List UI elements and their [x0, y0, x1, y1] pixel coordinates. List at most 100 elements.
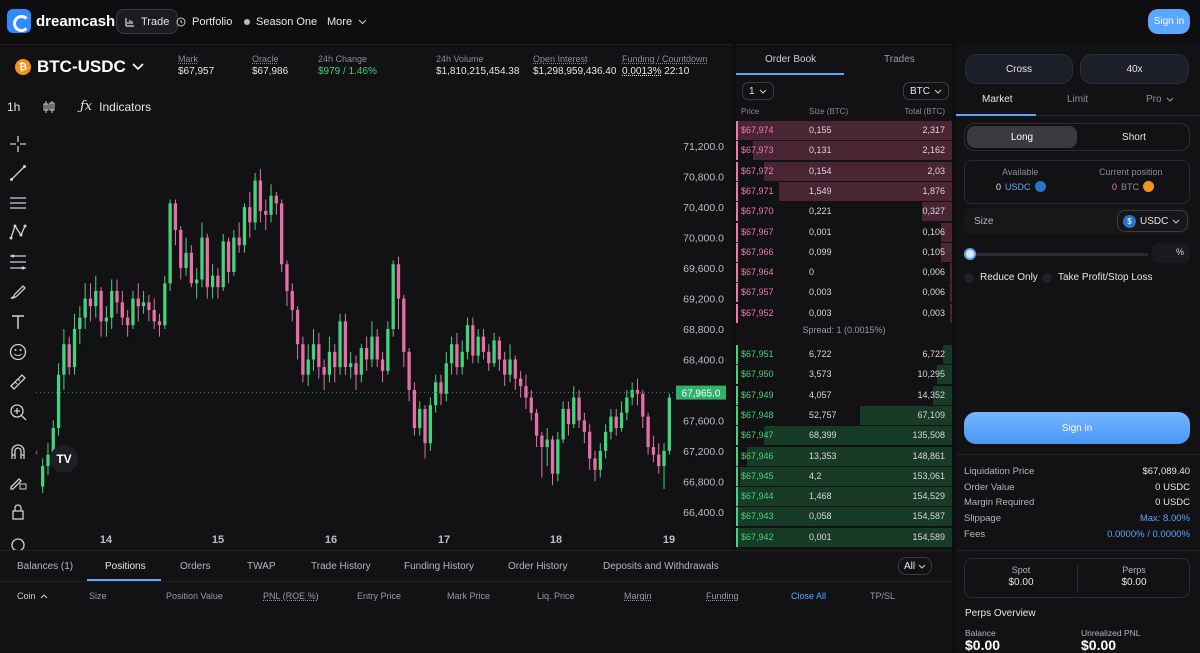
size-input[interactable]: Size $ USDC — [964, 208, 1190, 234]
tab-twap[interactable]: TWAP — [247, 561, 276, 572]
tab-deposits-withdrawals[interactable]: Deposits and Withdrawals — [603, 561, 719, 572]
candle-body — [471, 325, 475, 356]
stat-value: $1,810,215,454.38 — [436, 66, 520, 77]
tab-trade-history[interactable]: Trade History — [311, 561, 371, 572]
sign-in-order-button[interactable]: Sign in — [964, 412, 1190, 444]
ruler-icon[interactable] — [9, 373, 27, 391]
depth-bar — [752, 141, 952, 161]
tab-order-book[interactable]: Order Book — [765, 54, 817, 65]
candle-body — [524, 386, 528, 398]
candle-body — [88, 298, 93, 307]
candle-body — [598, 450, 602, 470]
pencil-lock-icon[interactable] — [9, 473, 27, 491]
slider-track — [964, 253, 1148, 256]
stat-label: Mark — [178, 54, 198, 64]
candle-body — [147, 302, 151, 310]
bid-row[interactable]: $67,945 4,2 153,061 — [736, 466, 952, 486]
nav-season-one[interactable]: Season One — [236, 9, 325, 34]
tab-funding-history[interactable]: Funding History — [404, 561, 475, 572]
order-info-value[interactable]: Max: 8.00% — [1139, 513, 1190, 525]
horizontal-lines-icon[interactable] — [9, 194, 27, 212]
ask-row[interactable]: $67,967 0,001 0,106 — [736, 222, 952, 242]
ask-row[interactable]: $67,971 1,549 1,876 — [736, 181, 952, 201]
bid-row[interactable]: $67,947 68,399 135,508 — [736, 426, 952, 446]
col-mark-price: Mark Price — [447, 591, 491, 601]
magnet-icon[interactable] — [9, 443, 27, 461]
sign-in-button[interactable]: Sign in — [1148, 9, 1190, 34]
indicators-button[interactable]: ƒx Indicators — [80, 99, 151, 114]
candlestick-chart[interactable]: 71,200.0 70,800.0 70,400.0 70,000.0 69,600.0… — [36, 131, 732, 551]
unit-select[interactable]: BTC — [903, 82, 949, 100]
ask-row[interactable]: $67,974 0,155 2,317 — [736, 121, 952, 140]
bid-row[interactable]: $67,946 13,353 148,861 — [736, 446, 952, 466]
bid-row[interactable]: $67,951 6,722 6,722 — [736, 345, 952, 364]
col-pnl: PNL (ROE %) — [263, 591, 319, 601]
price-chart[interactable]: 71,200.0 70,800.0 70,400.0 70,000.0 69,600.0… — [35, 131, 732, 551]
collapse-toolbar-icon[interactable]: ‹ — [35, 447, 39, 458]
text-icon[interactable] — [9, 313, 27, 331]
long-button[interactable]: Long — [967, 126, 1077, 148]
ask-row[interactable]: $67,957 0,003 0,006 — [736, 283, 952, 303]
emoji-icon[interactable] — [9, 343, 27, 361]
slider-thumb[interactable] — [964, 248, 976, 260]
close-all-button[interactable]: Close All — [791, 591, 827, 601]
ask-row[interactable]: $67,972 0,154 2,03 — [736, 161, 952, 181]
tab-positions[interactable]: Positions — [105, 561, 146, 572]
size-slider[interactable] — [964, 248, 1148, 260]
tab-pro[interactable]: Pro — [1146, 94, 1174, 105]
bid-row[interactable]: $67,949 4,057 14,352 — [736, 385, 952, 405]
ask-price: $67,974 — [741, 125, 774, 135]
candle-body — [641, 393, 645, 417]
leverage-button[interactable]: 40x — [1080, 54, 1189, 84]
bid-row[interactable]: $67,950 3,573 10,295 — [736, 365, 952, 385]
tpsl-label: Take Profit/Stop Loss — [1058, 272, 1153, 283]
fib-icon[interactable] — [9, 253, 27, 271]
bid-row[interactable]: $67,943 0,058 154,587 — [736, 507, 952, 527]
margin-mode-button[interactable]: Cross — [965, 54, 1073, 84]
tab-balances[interactable]: Balances (1) — [17, 561, 74, 572]
trend-line-icon[interactable] — [9, 164, 27, 182]
bid-total: 6,722 — [922, 349, 945, 359]
col-coin[interactable]: Coin — [17, 591, 48, 601]
tab-limit[interactable]: Limit — [1067, 94, 1089, 105]
ask-row[interactable]: $67,970 0,221 0,327 — [736, 202, 952, 222]
reduce-only-checkbox[interactable]: Reduce Only — [964, 272, 1038, 283]
symbol-selector[interactable]: ₿ BTC-USDC — [15, 57, 144, 77]
tradingview-logo-icon[interactable]: TV — [50, 445, 78, 473]
filter-select[interactable]: All — [898, 557, 932, 575]
grouping-select[interactable]: 1 — [742, 82, 774, 100]
bid-row[interactable]: $67,942 0,001 154,589 — [736, 527, 952, 547]
dreamcash-logo-icon[interactable] — [7, 9, 31, 33]
tpsl-checkbox[interactable]: Take Profit/Stop Loss — [1042, 272, 1153, 283]
tab-trades[interactable]: Trades — [884, 54, 915, 65]
bid-row[interactable]: $67,944 1,468 154,529 — [736, 487, 952, 507]
brush-icon[interactable] — [9, 283, 27, 301]
lock-icon[interactable] — [9, 503, 27, 521]
eye-icon[interactable] — [9, 533, 27, 551]
tab-order-history[interactable]: Order History — [508, 561, 568, 572]
bid-price: $67,948 — [741, 409, 774, 420]
tab-orders[interactable]: Orders — [180, 561, 211, 572]
timeframe-button[interactable]: 1h — [7, 100, 21, 114]
pattern-icon[interactable] — [9, 223, 27, 241]
candle-body — [343, 321, 348, 368]
ask-row[interactable]: $67,973 0,131 2,162 — [736, 141, 952, 161]
bid-row[interactable]: $67,948 52,757 67,109 — [736, 405, 952, 425]
short-button[interactable]: Short — [1122, 131, 1146, 143]
size-unit-select[interactable]: $ USDC — [1117, 210, 1188, 232]
brand-name[interactable]: dreamcash — [36, 13, 116, 30]
crosshair-icon[interactable] — [9, 135, 27, 153]
ask-row[interactable]: $67,952 0,003 0,003 — [736, 303, 952, 323]
ask-row[interactable]: $67,966 0,099 0,105 — [736, 242, 952, 262]
ask-row[interactable]: $67,964 0 0,006 — [736, 263, 952, 283]
chevron-down-icon — [132, 63, 144, 71]
nav-portfolio[interactable]: Portfolio — [168, 9, 240, 34]
nav-more[interactable]: More — [319, 9, 375, 34]
candle-body — [67, 344, 71, 368]
tab-market[interactable]: Market — [982, 94, 1013, 105]
percent-input[interactable]: % — [1152, 243, 1190, 263]
zoom-in-icon[interactable] — [9, 403, 27, 421]
nav-trade[interactable]: Trade — [116, 9, 179, 34]
order-info-value[interactable]: 0.0000% / 0.0000% — [1107, 528, 1190, 540]
candles-icon[interactable] — [42, 100, 56, 114]
